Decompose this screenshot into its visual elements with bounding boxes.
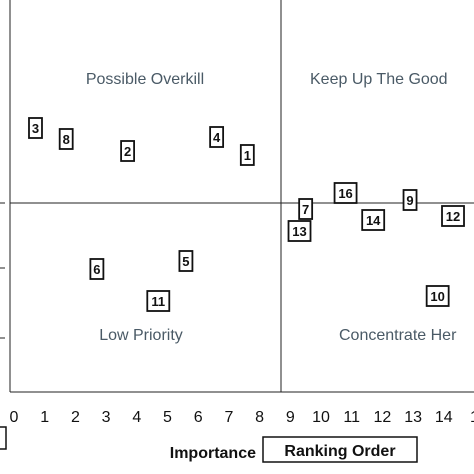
data-point-box bbox=[178, 250, 194, 272]
x-tick-label: 4 bbox=[132, 409, 141, 426]
data-point-box bbox=[239, 144, 255, 166]
x-tick-label: 5 bbox=[163, 409, 172, 426]
x-tick-label: 9 bbox=[286, 409, 295, 426]
data-point-box bbox=[298, 198, 314, 220]
data-point: 6 bbox=[89, 258, 105, 280]
data-point-box bbox=[28, 117, 43, 139]
data-point-label: 4 bbox=[213, 130, 221, 145]
data-point-label: 7 bbox=[302, 202, 309, 217]
x-tick-label: 1 bbox=[40, 409, 49, 426]
cutoff-box-fragment bbox=[0, 426, 7, 450]
data-point-box bbox=[333, 182, 358, 204]
data-point: 7 bbox=[298, 198, 314, 220]
data-point-box bbox=[209, 126, 225, 148]
x-tick-label: 10 bbox=[312, 409, 330, 426]
data-point: 12 bbox=[441, 205, 465, 227]
data-point-label: 6 bbox=[93, 262, 100, 277]
data-point: 10 bbox=[425, 285, 450, 307]
data-point: 4 bbox=[209, 126, 225, 148]
data-point-box bbox=[287, 220, 312, 242]
data-point-label: 2 bbox=[124, 144, 131, 159]
data-point: 14 bbox=[361, 209, 386, 231]
data-point: 9 bbox=[402, 189, 418, 211]
data-point-label: 11 bbox=[151, 294, 165, 309]
data-point-box bbox=[441, 205, 465, 227]
x-tick-label: 6 bbox=[194, 409, 203, 426]
data-point-box bbox=[361, 209, 386, 231]
quadrant-label-possible-overkill: Possible Overkill bbox=[86, 71, 204, 88]
data-point: 1 bbox=[239, 144, 255, 166]
ranking-order-box bbox=[262, 436, 418, 463]
data-point-label: 5 bbox=[182, 254, 189, 269]
x-tick-label: 8 bbox=[255, 409, 264, 426]
x-tick-label: 7 bbox=[224, 409, 233, 426]
x-tick-label: 1 bbox=[470, 409, 474, 426]
data-point-label: 3 bbox=[32, 121, 39, 136]
x-tick-labels: 012345678910111213141 bbox=[10, 409, 474, 426]
x-tick-label: 13 bbox=[404, 409, 422, 426]
data-point-label: 9 bbox=[406, 193, 413, 208]
x-axis-label-ranking-order: Ranking Order bbox=[284, 443, 395, 460]
data-point: 8 bbox=[58, 128, 74, 150]
data-point: 5 bbox=[178, 250, 194, 272]
x-tick-label: 3 bbox=[102, 409, 111, 426]
x-tick-label: 0 bbox=[10, 409, 19, 426]
data-point-box bbox=[146, 290, 171, 312]
x-tick-label: 2 bbox=[71, 409, 80, 426]
data-point-box bbox=[89, 258, 105, 280]
quadrant-label-low-priority: Low Priority bbox=[99, 327, 183, 344]
x-tick-label: 12 bbox=[374, 409, 392, 426]
data-point-label: 14 bbox=[366, 213, 381, 228]
data-point-box bbox=[58, 128, 74, 150]
data-point-box bbox=[120, 140, 135, 162]
data-point-box bbox=[425, 285, 450, 307]
x-tick-label: 14 bbox=[435, 409, 453, 426]
data-point-box bbox=[402, 189, 418, 211]
x-tick-label: 11 bbox=[343, 409, 360, 426]
data-point-label: 13 bbox=[292, 224, 306, 239]
data-point-label: 1 bbox=[244, 148, 251, 163]
quadrant-label-keep-up-the-good: Keep Up The Good bbox=[310, 71, 448, 88]
quadrant-label-concentrate-here: Concentrate Her bbox=[339, 327, 457, 344]
x-axis-label: Importance bbox=[170, 445, 256, 462]
data-point: 3 bbox=[28, 117, 43, 139]
data-point: 2 bbox=[120, 140, 135, 162]
data-point: 11 bbox=[146, 290, 171, 312]
data-point-label: 8 bbox=[63, 132, 70, 147]
data-point: 16 bbox=[333, 182, 358, 204]
data-point-label: 12 bbox=[446, 209, 460, 224]
data-point: 13 bbox=[287, 220, 312, 242]
data-point-label: 16 bbox=[338, 186, 352, 201]
data-point-label: 10 bbox=[430, 289, 444, 304]
